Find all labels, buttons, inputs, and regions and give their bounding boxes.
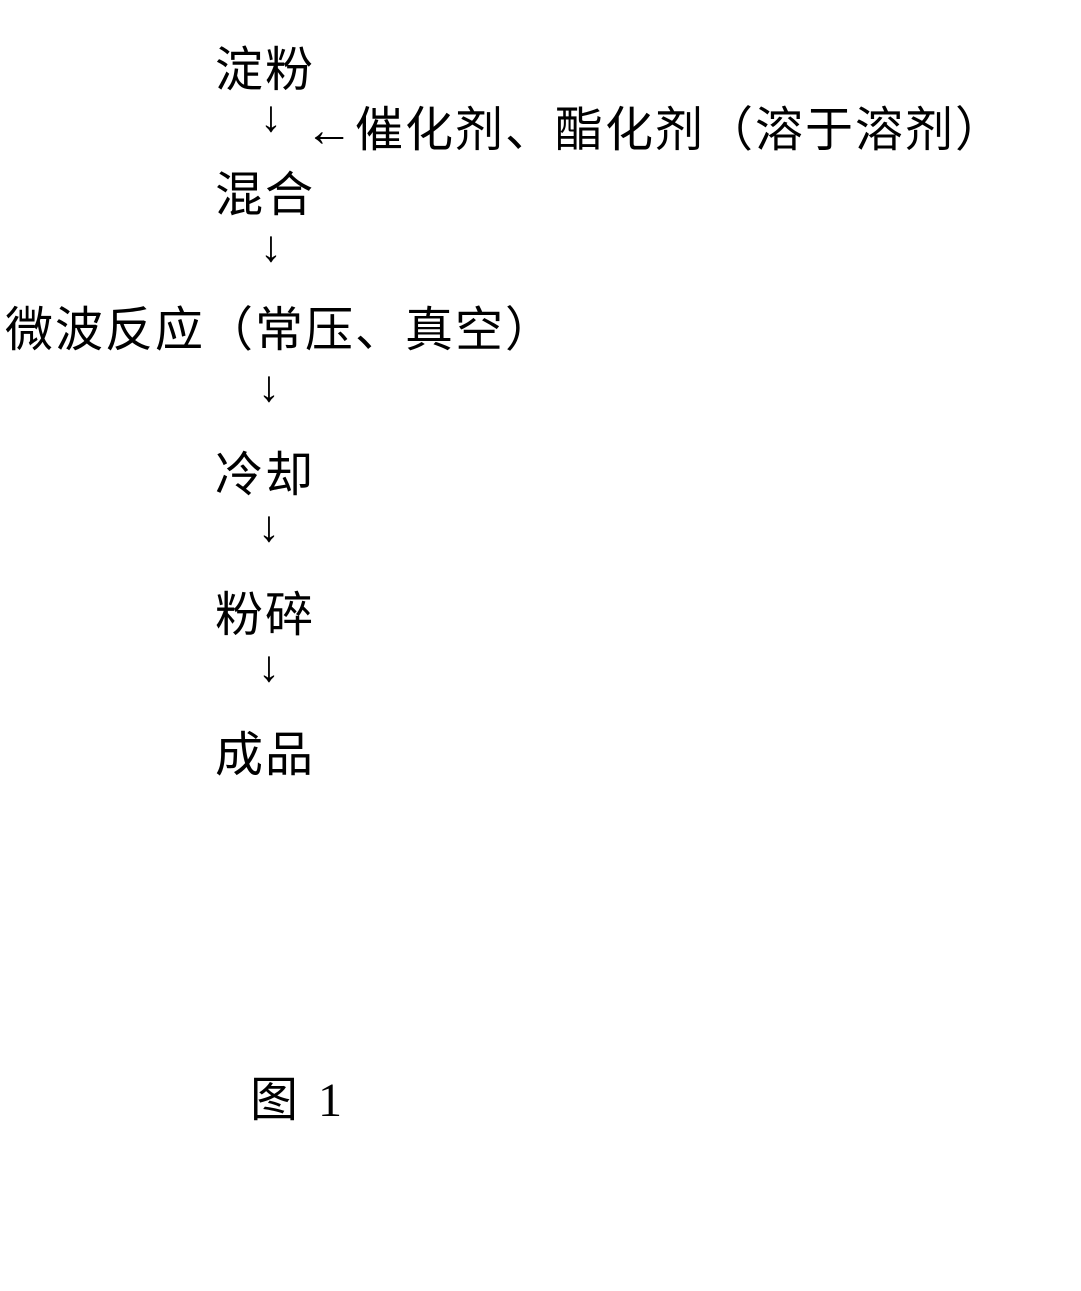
node-cooling: 冷却 (215, 435, 315, 505)
figure-caption: 图 1 (250, 1060, 346, 1130)
node-microwave: 微波反应（常压、真空） (5, 290, 555, 360)
arrow-down-2: ↓ (260, 225, 282, 269)
arrow-down-5: ↓ (258, 645, 280, 689)
node-product: 成品 (215, 715, 315, 785)
node-mix: 混合 (215, 155, 315, 225)
arrow-down-4: ↓ (258, 505, 280, 549)
arrow-down-3: ↓ (258, 365, 280, 409)
node-starch: 淀粉 (215, 30, 315, 100)
node-crush: 粉碎 (215, 575, 315, 645)
arrow-down-1: ↓ (260, 95, 282, 139)
node-catalyst-input: ←催化剂、酯化剂（溶于溶剂） (305, 90, 1005, 160)
